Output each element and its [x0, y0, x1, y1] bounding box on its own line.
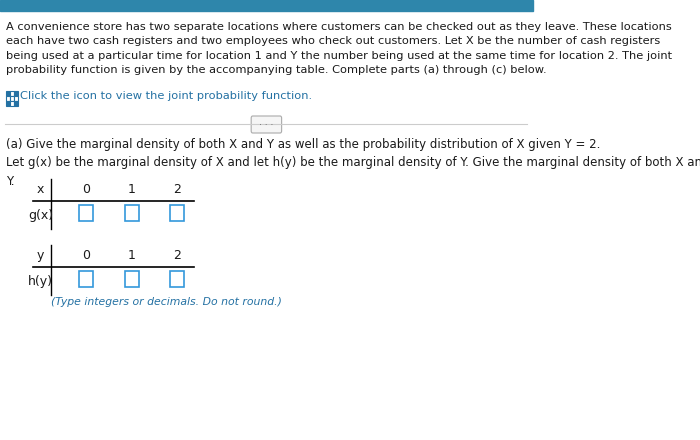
Bar — [14, 101, 18, 106]
Bar — [14, 96, 18, 101]
Bar — [79, 271, 93, 287]
Bar — [79, 205, 93, 221]
Text: (a) Give the marginal density of both X and Y as well as the probability distrib: (a) Give the marginal density of both X … — [6, 138, 601, 151]
Bar — [125, 205, 139, 221]
Text: h(y): h(y) — [28, 275, 52, 288]
Text: 1: 1 — [127, 183, 136, 196]
Bar — [10, 96, 14, 101]
Bar — [6, 96, 10, 101]
Text: Let g(x) be the marginal density of X and let h(y) be the marginal density of Y.: Let g(x) be the marginal density of X an… — [6, 156, 700, 187]
Bar — [14, 91, 18, 96]
Text: 1: 1 — [127, 249, 136, 262]
Bar — [6, 101, 10, 106]
Text: x: x — [36, 183, 44, 196]
Bar — [0, 0, 533, 11]
Text: 2: 2 — [174, 183, 181, 196]
Bar — [10, 91, 14, 96]
Text: 2: 2 — [174, 249, 181, 262]
Text: (Type integers or decimals. Do not round.): (Type integers or decimals. Do not round… — [51, 297, 282, 307]
Bar — [125, 271, 139, 287]
Text: A convenience store has two separate locations where customers can be checked ou: A convenience store has two separate loc… — [6, 22, 672, 75]
Bar — [10, 101, 14, 106]
Bar — [6, 91, 10, 96]
Text: g(x): g(x) — [28, 209, 53, 222]
Text: 0: 0 — [82, 249, 90, 262]
Text: y: y — [36, 249, 44, 262]
Text: 0: 0 — [82, 183, 90, 196]
Bar — [171, 205, 184, 221]
FancyBboxPatch shape — [251, 116, 281, 133]
Bar — [171, 271, 184, 287]
Text: · · ·: · · · — [259, 121, 274, 129]
Text: Click the icon to view the joint probability function.: Click the icon to view the joint probabi… — [20, 91, 312, 101]
